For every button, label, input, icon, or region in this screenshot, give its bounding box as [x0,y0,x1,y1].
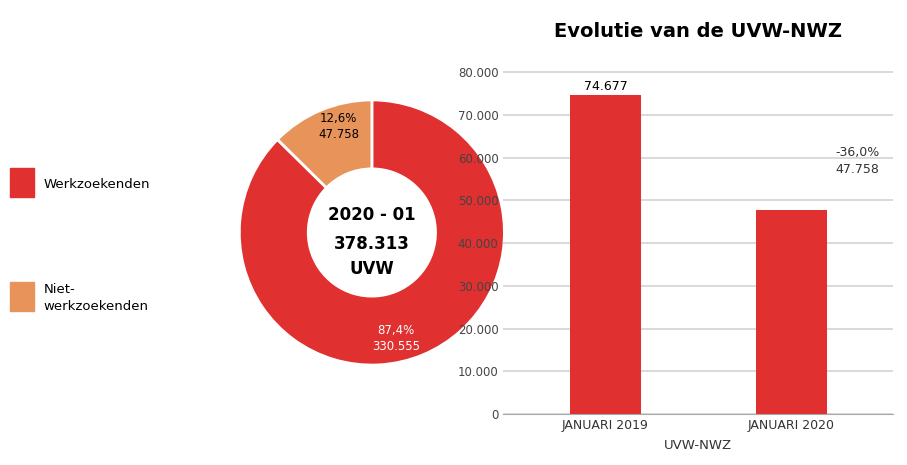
Text: 87,4%
330.555: 87,4% 330.555 [372,324,420,353]
Bar [756,210,826,414]
Text: 378.313
UVW: 378.313 UVW [334,235,410,278]
Text: 12,6%
47.758: 12,6% 47.758 [318,112,359,141]
Text: -36,0%
47.758: -36,0% 47.758 [836,146,880,176]
Wedge shape [278,100,372,188]
Text: Werkzoekenden: Werkzoekenden [44,178,151,191]
Text: 74.677: 74.677 [584,80,628,93]
Bar [10,282,34,311]
Bar [10,168,34,197]
Text: Niet-
werkzoekenden: Niet- werkzoekenden [44,283,149,313]
Wedge shape [239,100,504,365]
X-axis label: UVW-NWZ: UVW-NWZ [664,439,733,452]
Text: 2020 - 01: 2020 - 01 [328,206,415,224]
Title: Evolutie van de UVW-NWZ: Evolutie van de UVW-NWZ [554,22,843,41]
Bar [571,95,641,414]
